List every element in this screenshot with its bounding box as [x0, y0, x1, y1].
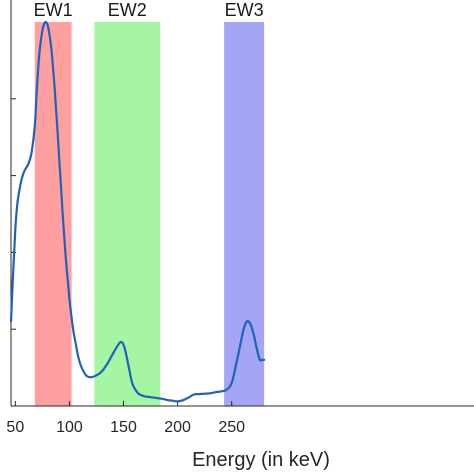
x-axis-title: Energy (in keV) [192, 449, 330, 471]
energy-window-label-2: EW2 [108, 0, 147, 20]
energy-window-label-3: EW3 [225, 0, 264, 20]
x-tick-label: 150 [110, 419, 137, 436]
x-axis-ticks: 50 100 150 200 250 [6, 401, 245, 436]
axes [10, 0, 474, 407]
energy-window-band-3 [224, 22, 265, 406]
energy-window-band-2 [94, 22, 161, 406]
x-tick-label: 250 [218, 419, 245, 436]
energy-window-label-1: EW1 [34, 0, 73, 20]
x-tick-label: 100 [56, 419, 83, 436]
energy-window-labels: EW1 EW2 EW3 [34, 0, 264, 20]
energy-window-band-1 [34, 22, 72, 406]
spectrum-series-line [9, 20, 266, 403]
x-tick-label: 50 [6, 419, 24, 436]
energy-window-bands [34, 22, 265, 406]
x-tick-label: 200 [164, 419, 191, 436]
